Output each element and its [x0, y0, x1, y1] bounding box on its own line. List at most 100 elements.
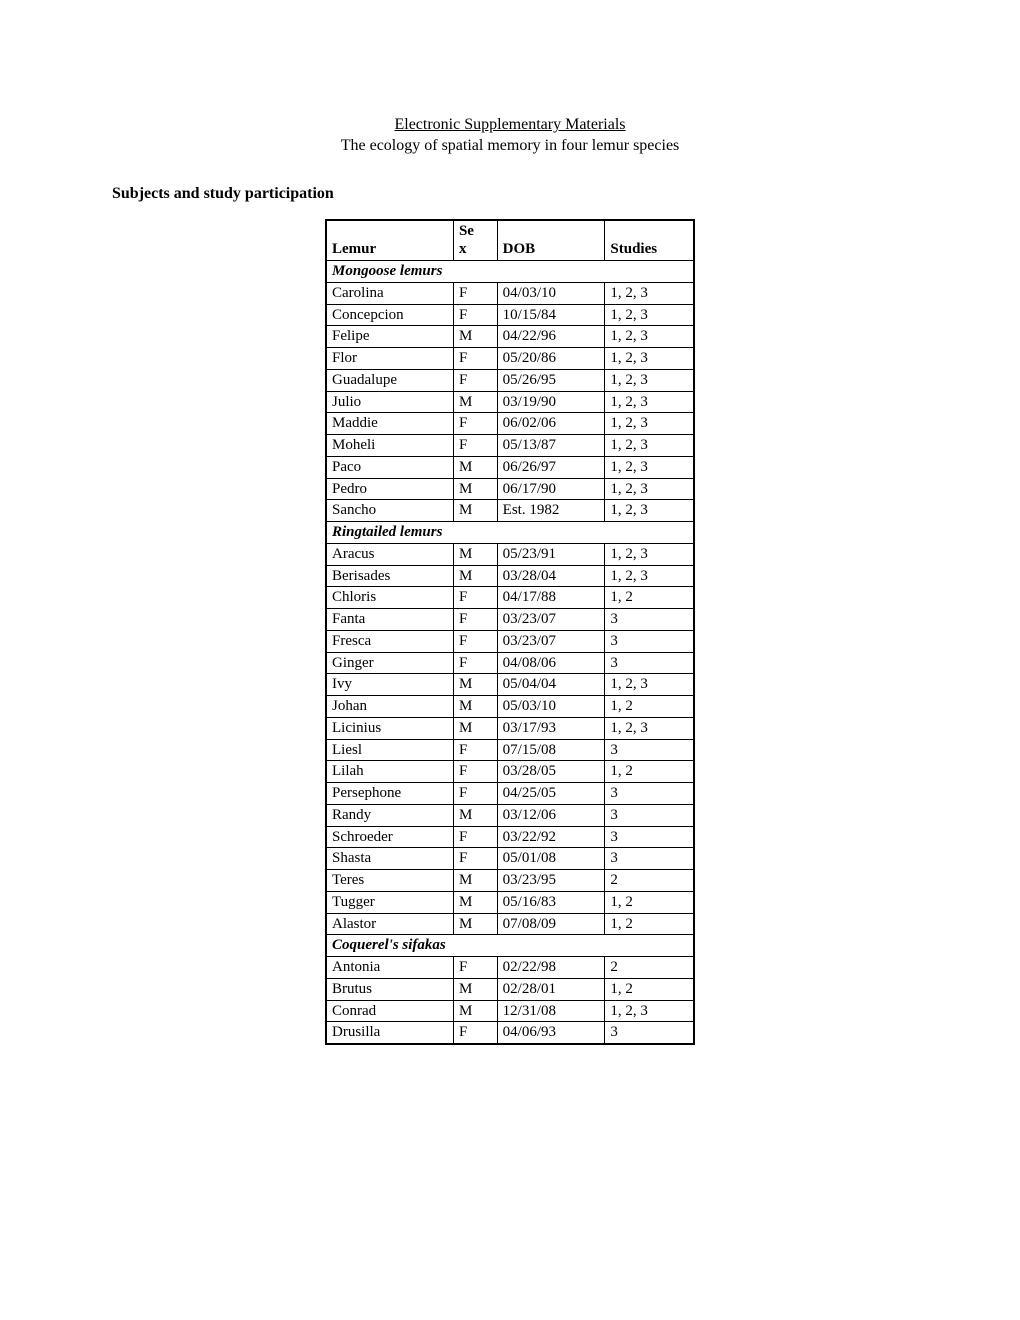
cell-studies: 3 — [605, 826, 694, 848]
table-row: ShastaF05/01/083 — [326, 848, 694, 870]
cell-dob: 05/13/87 — [497, 435, 605, 457]
table-row: DrusillaF04/06/933 — [326, 1022, 694, 1044]
table-row: AlastorM07/08/091, 2 — [326, 913, 694, 935]
cell-studies: 3 — [605, 848, 694, 870]
cell-sex: M — [453, 870, 497, 892]
cell-dob: 03/19/90 — [497, 391, 605, 413]
cell-sex: M — [453, 391, 497, 413]
cell-lemur: Lilah — [326, 761, 453, 783]
document-title: Electronic Supplementary Materials — [0, 115, 1020, 136]
cell-studies: 1, 2 — [605, 978, 694, 1000]
cell-lemur: Felipe — [326, 326, 453, 348]
cell-lemur: Persephone — [326, 783, 453, 805]
cell-sex: F — [453, 609, 497, 631]
cell-studies: 1, 2 — [605, 891, 694, 913]
table-row: CarolinaF04/03/101, 2, 3 — [326, 282, 694, 304]
cell-studies: 1, 2, 3 — [605, 348, 694, 370]
table-row: FelipeM04/22/961, 2, 3 — [326, 326, 694, 348]
cell-dob: 03/22/92 — [497, 826, 605, 848]
cell-dob: 04/22/96 — [497, 326, 605, 348]
cell-sex: M — [453, 891, 497, 913]
cell-studies: 3 — [605, 783, 694, 805]
cell-sex: F — [453, 848, 497, 870]
cell-studies: 3 — [605, 739, 694, 761]
cell-sex: M — [453, 804, 497, 826]
cell-studies: 1, 2, 3 — [605, 565, 694, 587]
cell-studies: 1, 2, 3 — [605, 282, 694, 304]
cell-studies: 1, 2 — [605, 913, 694, 935]
cell-dob: 06/17/90 — [497, 478, 605, 500]
cell-studies: 1, 2, 3 — [605, 413, 694, 435]
cell-lemur: Teres — [326, 870, 453, 892]
cell-sex: F — [453, 348, 497, 370]
group-header: Coquerel's sifakas — [326, 935, 694, 957]
col-sex: Sex — [453, 220, 497, 261]
cell-lemur: Paco — [326, 456, 453, 478]
cell-sex: M — [453, 500, 497, 522]
table-row: ChlorisF04/17/881, 2 — [326, 587, 694, 609]
cell-lemur: Concepcion — [326, 304, 453, 326]
cell-studies: 1, 2 — [605, 761, 694, 783]
cell-sex: M — [453, 674, 497, 696]
cell-lemur: Flor — [326, 348, 453, 370]
cell-lemur: Carolina — [326, 282, 453, 304]
document-subtitle: The ecology of spatial memory in four le… — [0, 136, 1020, 157]
cell-lemur: Berisades — [326, 565, 453, 587]
table-row: IvyM05/04/041, 2, 3 — [326, 674, 694, 696]
cell-lemur: Chloris — [326, 587, 453, 609]
cell-dob: 03/28/05 — [497, 761, 605, 783]
cell-sex: M — [453, 913, 497, 935]
cell-sex: F — [453, 826, 497, 848]
cell-studies: 3 — [605, 652, 694, 674]
cell-sex: F — [453, 783, 497, 805]
cell-lemur: Tugger — [326, 891, 453, 913]
cell-lemur: Alastor — [326, 913, 453, 935]
table-row: AracusM05/23/911, 2, 3 — [326, 543, 694, 565]
cell-sex: F — [453, 652, 497, 674]
cell-lemur: Conrad — [326, 1000, 453, 1022]
cell-lemur: Antonia — [326, 957, 453, 979]
col-lemur: Lemur — [326, 220, 453, 261]
cell-studies: 1, 2 — [605, 587, 694, 609]
cell-sex: M — [453, 543, 497, 565]
header-row: Lemur Sex DOB Studies — [326, 220, 694, 261]
cell-dob: 06/02/06 — [497, 413, 605, 435]
cell-dob: 05/16/83 — [497, 891, 605, 913]
cell-sex: F — [453, 369, 497, 391]
group-header: Ringtailed lemurs — [326, 522, 694, 544]
cell-sex: F — [453, 630, 497, 652]
cell-sex: M — [453, 1000, 497, 1022]
cell-studies: 1, 2, 3 — [605, 304, 694, 326]
cell-sex: M — [453, 978, 497, 1000]
cell-sex: F — [453, 304, 497, 326]
table-row: MoheliF05/13/871, 2, 3 — [326, 435, 694, 457]
cell-dob: 05/04/04 — [497, 674, 605, 696]
group-header-row: Coquerel's sifakas — [326, 935, 694, 957]
cell-lemur: Liesl — [326, 739, 453, 761]
group-header-row: Mongoose lemurs — [326, 261, 694, 283]
cell-dob: 03/12/06 — [497, 804, 605, 826]
table-row: AntoniaF02/22/982 — [326, 957, 694, 979]
cell-lemur: Moheli — [326, 435, 453, 457]
col-studies: Studies — [605, 220, 694, 261]
cell-dob: 04/25/05 — [497, 783, 605, 805]
table-row: LiciniusM03/17/931, 2, 3 — [326, 717, 694, 739]
cell-dob: Est. 1982 — [497, 500, 605, 522]
cell-dob: 04/08/06 — [497, 652, 605, 674]
table-row: MaddieF06/02/061, 2, 3 — [326, 413, 694, 435]
cell-lemur: Shasta — [326, 848, 453, 870]
table-row: SanchoMEst. 19821, 2, 3 — [326, 500, 694, 522]
cell-dob: 05/20/86 — [497, 348, 605, 370]
cell-sex: F — [453, 282, 497, 304]
cell-lemur: Fresca — [326, 630, 453, 652]
cell-sex: M — [453, 696, 497, 718]
page: Electronic Supplementary Materials The e… — [0, 0, 1020, 1320]
table-row: JohanM05/03/101, 2 — [326, 696, 694, 718]
cell-sex: M — [453, 717, 497, 739]
cell-dob: 03/23/07 — [497, 630, 605, 652]
cell-lemur: Randy — [326, 804, 453, 826]
table-row: BerisadesM03/28/041, 2, 3 — [326, 565, 694, 587]
cell-studies: 3 — [605, 804, 694, 826]
cell-sex: F — [453, 587, 497, 609]
cell-dob: 06/26/97 — [497, 456, 605, 478]
